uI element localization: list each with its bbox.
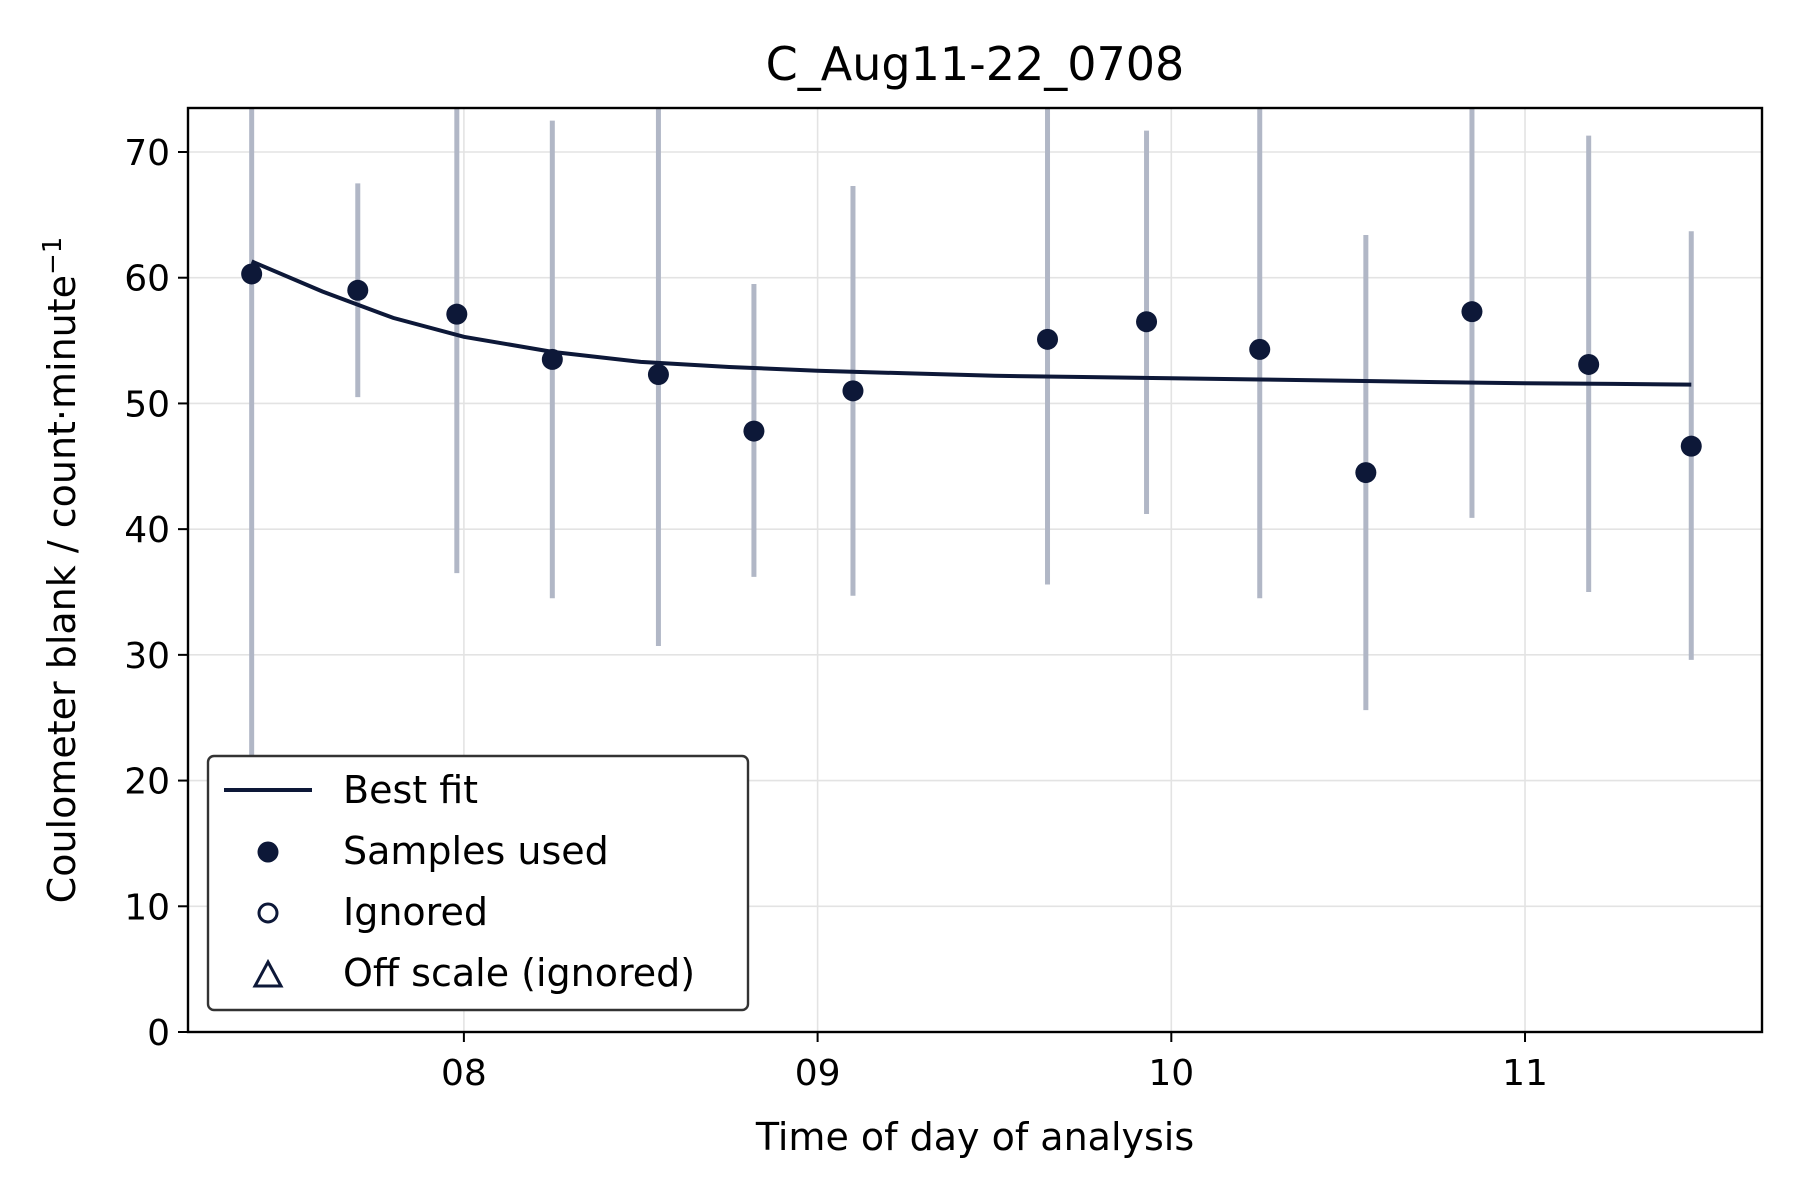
y-tick-label: 60: [124, 259, 170, 300]
best-fit-layer: [250, 259, 1692, 387]
y-axis-label: Coulometer blank / count·minute−1: [38, 237, 84, 904]
sample-point: [1037, 328, 1059, 350]
sample-points: [241, 263, 1702, 484]
sample-point: [743, 420, 765, 442]
legend-label-best-fit: Best fit: [343, 768, 478, 812]
y-tick-label: 70: [124, 133, 170, 174]
x-tick-label: 11: [1502, 1053, 1548, 1094]
legend: Best fit Samples used Ignored Off scale …: [206, 754, 750, 1012]
legend-box: [206, 754, 750, 1012]
x-tick-label: 09: [795, 1053, 841, 1094]
sample-point: [347, 279, 369, 301]
chart-title: C_Aug11-22_0708: [766, 37, 1185, 91]
y-tick-label: 40: [124, 510, 170, 551]
y-tick-label: 50: [124, 384, 170, 425]
legend-label-off-scale: Off scale (ignored): [343, 951, 695, 995]
legend-marker-open-triangle: [252, 958, 284, 988]
legend-markers: [224, 788, 312, 988]
legend-label-ignored: Ignored: [343, 890, 488, 934]
sample-point: [1136, 311, 1158, 333]
y-axis-label-main: Coulometer blank / count·minute: [40, 275, 84, 903]
x-axis-label: Time of day of analysis: [755, 1115, 1194, 1159]
legend-marker-open-circle: [257, 902, 279, 924]
sample-point: [241, 263, 263, 285]
x-axis-ticks: 08 09 10 11: [441, 1032, 1548, 1094]
sample-point: [1578, 353, 1600, 375]
legend-marker-filled-circle: [257, 841, 279, 863]
x-tick-label: 08: [441, 1053, 487, 1094]
sample-point: [1249, 338, 1271, 360]
sample-point: [446, 303, 468, 325]
y-tick-label: 30: [124, 636, 170, 677]
sample-point: [1355, 462, 1377, 484]
plot-frame: [186, 106, 1764, 1034]
sample-point: [541, 348, 563, 370]
y-axis-ticks: 0 10 20 30 40 50 60 70: [124, 133, 188, 1054]
sample-point: [1461, 301, 1483, 323]
x-tick-label: 10: [1148, 1053, 1194, 1094]
y-axis-label-superscript: −1: [38, 237, 68, 275]
sample-point: [842, 380, 864, 402]
y-tick-label: 0: [147, 1013, 170, 1054]
sample-point: [647, 364, 669, 386]
legend-label-samples-used: Samples used: [343, 829, 609, 873]
sample-point: [1680, 435, 1702, 457]
y-tick-label: 10: [124, 887, 170, 928]
best-fit-line: [250, 259, 1692, 387]
y-tick-label: 20: [124, 762, 170, 803]
